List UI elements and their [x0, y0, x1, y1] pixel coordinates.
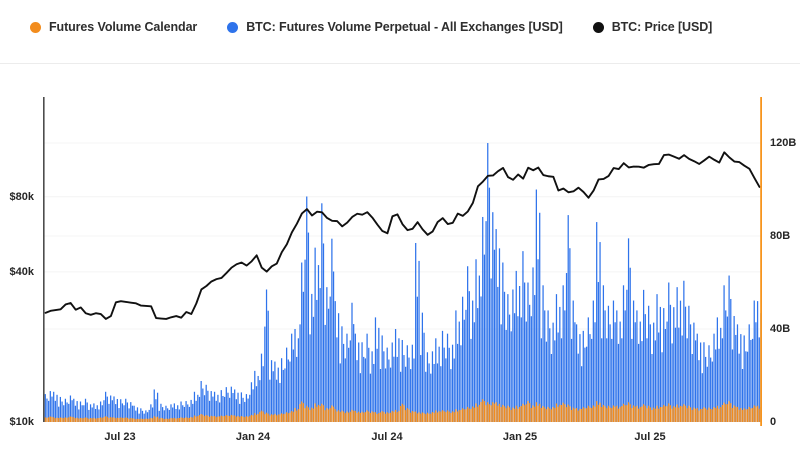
right-axis-tick-label: 120B	[770, 137, 797, 150]
legend-label-price: BTC: Price [USD]	[611, 20, 713, 34]
calendar-volume-swatch-icon	[30, 21, 41, 33]
x-axis-tick-label: Jul 23	[104, 431, 136, 443]
right-axis-tick-label: 40B	[770, 323, 791, 335]
legend-item-btc-price[interactable]: BTC: Price [USD]	[592, 20, 713, 34]
x-axis-tick-label: Jan 25	[502, 431, 538, 443]
price-swatch-icon	[592, 21, 604, 33]
plot-area[interactable]	[43, 97, 762, 426]
legend-item-futures-volume-calendar[interactable]: Futures Volume Calendar	[30, 20, 197, 34]
right-axis-tick-label: 0	[770, 416, 777, 428]
left-axis-tick-label: $40k	[9, 265, 34, 278]
chart-legend: Futures Volume Calendar BTC: Futures Vol…	[30, 20, 712, 34]
legend-label-calendar: Futures Volume Calendar	[49, 20, 198, 34]
x-axis-tick-label: Jul 24	[371, 431, 403, 443]
perpetual-volume-swatch-icon	[227, 21, 239, 33]
legend-label-perpetual: BTC: Futures Volume Perpetual - All Exch…	[246, 20, 563, 34]
left-axis-tick-label: $10k	[9, 416, 34, 428]
x-axis-tick-label: Jan 24	[235, 431, 271, 443]
right-axis-tick-label: 80B	[770, 230, 791, 243]
legend-item-futures-volume-perpetual[interactable]: BTC: Futures Volume Perpetual - All Exch…	[227, 20, 563, 34]
x-axis-tick-label: Jul 25	[634, 431, 666, 443]
left-axis-tick-label: $80k	[9, 190, 34, 203]
legend-divider	[0, 63, 800, 64]
